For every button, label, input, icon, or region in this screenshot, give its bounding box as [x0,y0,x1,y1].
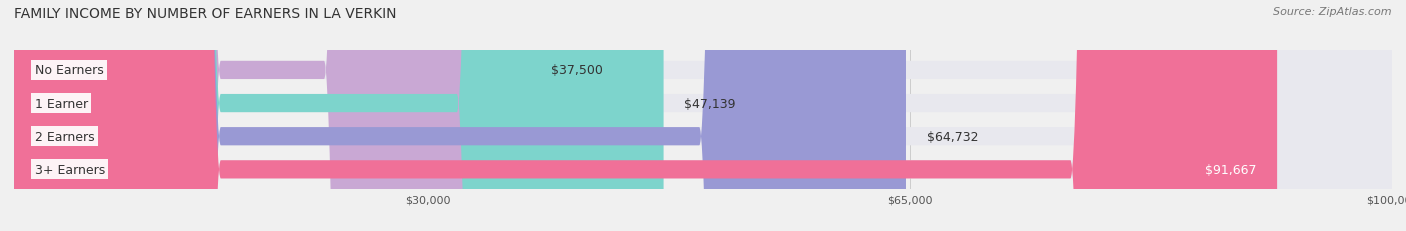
Text: $64,732: $64,732 [927,130,979,143]
FancyBboxPatch shape [14,0,1392,231]
Text: $37,500: $37,500 [551,64,603,77]
Text: 3+ Earners: 3+ Earners [35,163,105,176]
FancyBboxPatch shape [14,0,1392,231]
FancyBboxPatch shape [14,0,531,231]
FancyBboxPatch shape [14,0,1392,231]
FancyBboxPatch shape [14,0,1392,231]
FancyBboxPatch shape [14,0,1277,231]
Text: 2 Earners: 2 Earners [35,130,94,143]
Text: 1 Earner: 1 Earner [35,97,87,110]
FancyBboxPatch shape [14,0,905,231]
Text: No Earners: No Earners [35,64,104,77]
Text: FAMILY INCOME BY NUMBER OF EARNERS IN LA VERKIN: FAMILY INCOME BY NUMBER OF EARNERS IN LA… [14,7,396,21]
Text: $91,667: $91,667 [1205,163,1257,176]
Text: $47,139: $47,139 [685,97,735,110]
FancyBboxPatch shape [14,0,664,231]
Text: Source: ZipAtlas.com: Source: ZipAtlas.com [1274,7,1392,17]
